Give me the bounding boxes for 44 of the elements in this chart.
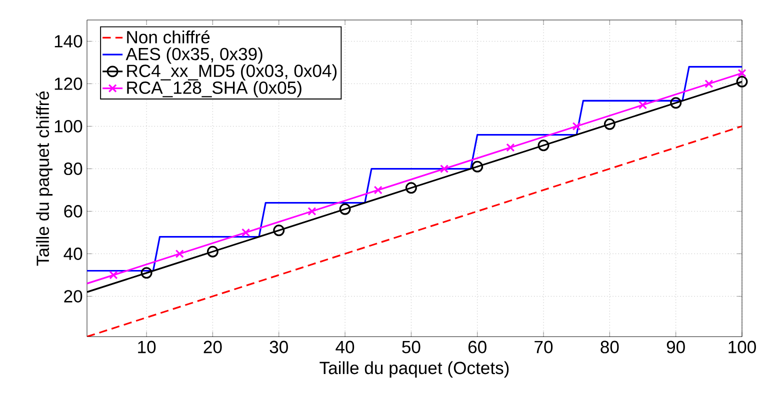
point [339,203,351,215]
point [109,270,118,280]
y-tick-label: 140 [54,35,82,48]
point [638,100,648,110]
point [472,160,484,172]
point [405,182,417,194]
point [308,206,316,216]
x-tick-label: 40 [336,340,354,354]
y-tick-label: 40 [64,248,82,260]
y-tick-label: 60 [64,205,82,218]
x-tick-label: 60 [468,340,486,354]
point [140,267,152,279]
point [440,164,449,174]
legend-label: AES (0x35, 0x39) [126,47,262,64]
point [538,140,550,152]
point [572,122,581,131]
x-tick-label: 20 [204,340,222,354]
legend-label: RC4_xx_MD5 (0x03, 0x04) [127,64,337,81]
y-tick-label: 120 [54,78,82,90]
point [175,249,184,258]
point [374,186,382,194]
point [273,224,285,236]
point [206,246,218,258]
point [704,79,714,88]
x-tick-label: 100 [728,340,756,354]
y-tick-label: 20 [64,290,82,302]
x-tick-label: 30 [270,340,288,354]
point [738,68,746,78]
point [604,118,616,130]
x-tick-label: 10 [138,340,156,354]
y-tick-label: 80 [64,162,82,175]
legend-label: RCA_128_SHA (0x05) [127,81,302,98]
y-axis-title: Taille du paquet chiffré [36,91,53,266]
x-axis-title: Taille du paquet (Octets) [320,361,509,378]
legend-label: Non chiffré [127,30,210,44]
point [736,76,748,88]
y-tick-label: 100 [54,120,82,132]
point [506,143,515,152]
point [241,228,250,237]
x-tick-label: 50 [402,340,420,354]
x-tick-label: 70 [534,340,553,354]
x-tick-label: 90 [666,340,685,354]
point [670,97,682,109]
x-tick-label: 80 [600,340,619,354]
